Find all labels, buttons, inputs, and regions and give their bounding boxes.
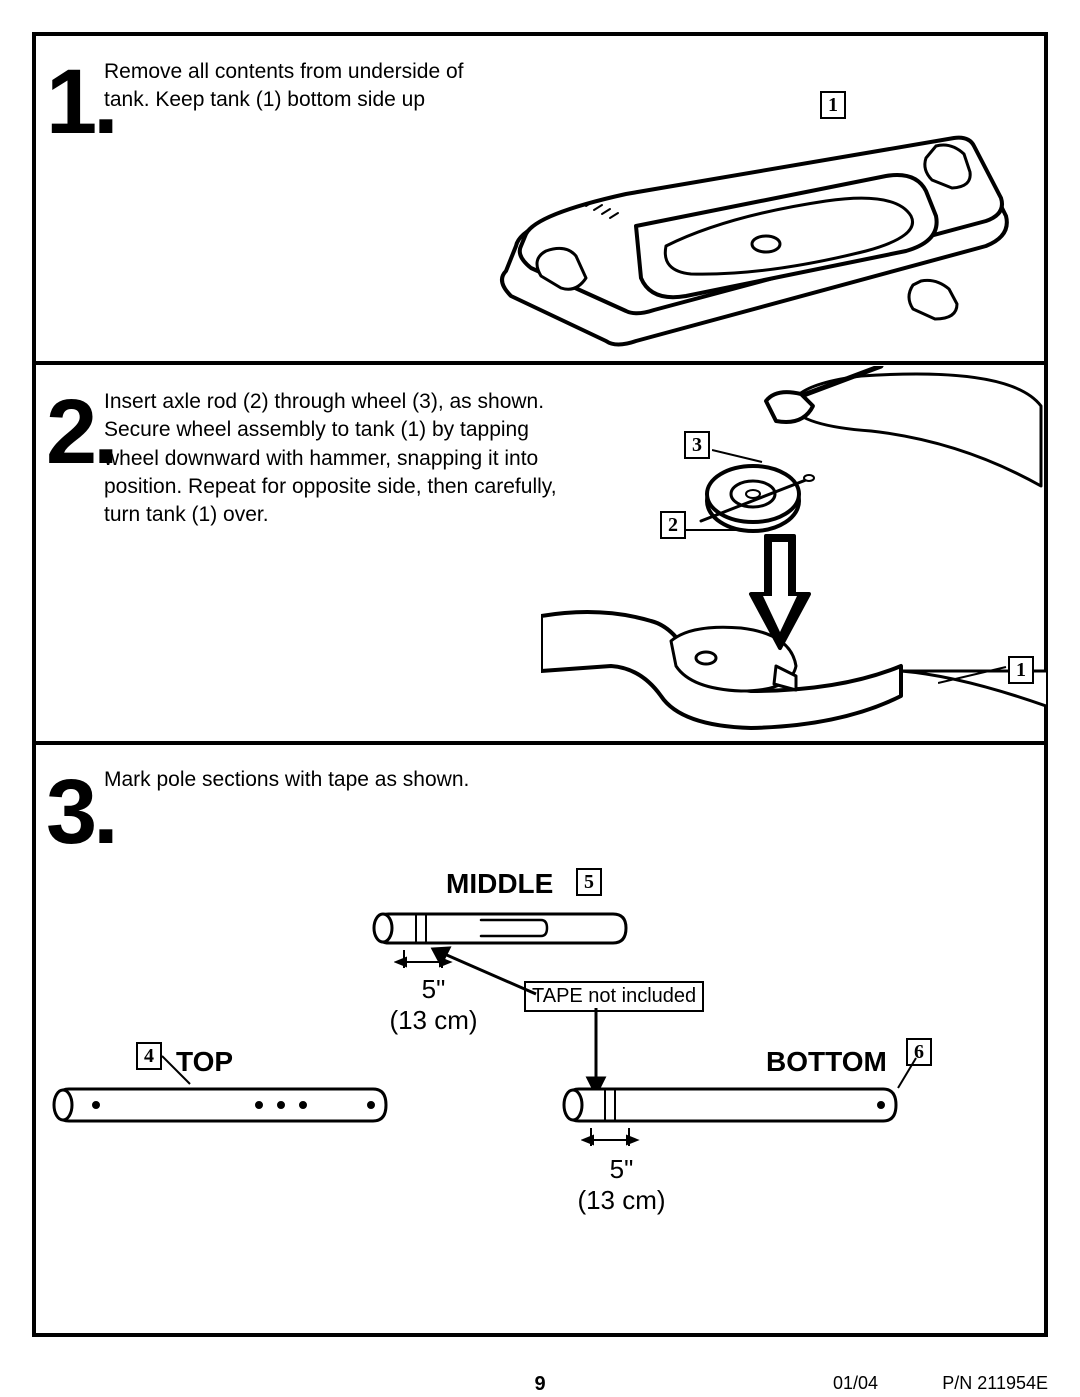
callout-1a: 1 — [820, 91, 846, 119]
footer-part-number: P/N 211954E — [942, 1373, 1048, 1394]
dim-bracket-bottom — [581, 1126, 651, 1156]
label-middle: MIDDLE — [446, 868, 553, 900]
pole-bottom — [561, 1081, 901, 1129]
pole-middle — [371, 906, 631, 951]
callout-5: 5 — [576, 868, 602, 896]
label-top: TOP — [176, 1046, 233, 1078]
label-bottom: BOTTOM — [766, 1046, 887, 1078]
callout-3-leader — [712, 444, 772, 464]
footer-date: 01/04 — [833, 1373, 878, 1394]
tank-illustration — [466, 46, 1026, 356]
dim-bottom: 5"(13 cm) — [574, 1154, 669, 1216]
callout-2: 2 — [660, 511, 686, 539]
callout-1b-leader — [938, 661, 1010, 691]
outer-frame: 1. Remove all contents from underside of… — [32, 32, 1048, 1337]
callout-1b: 1 — [1008, 656, 1034, 684]
step-3-text: Mark pole sections with tape as shown. — [104, 766, 704, 794]
step-2-text: Insert axle rod (2) through wheel (3), a… — [104, 388, 564, 530]
pole-top — [51, 1081, 391, 1129]
divider-1 — [36, 361, 1044, 365]
callout-2-leader — [686, 524, 746, 544]
page: 1. Remove all contents from underside of… — [0, 0, 1080, 1397]
step-1-text: Remove all contents from underside of ta… — [104, 58, 484, 115]
callout-3: 3 — [684, 431, 710, 459]
page-number: 9 — [534, 1373, 545, 1396]
callout-4: 4 — [136, 1042, 162, 1070]
